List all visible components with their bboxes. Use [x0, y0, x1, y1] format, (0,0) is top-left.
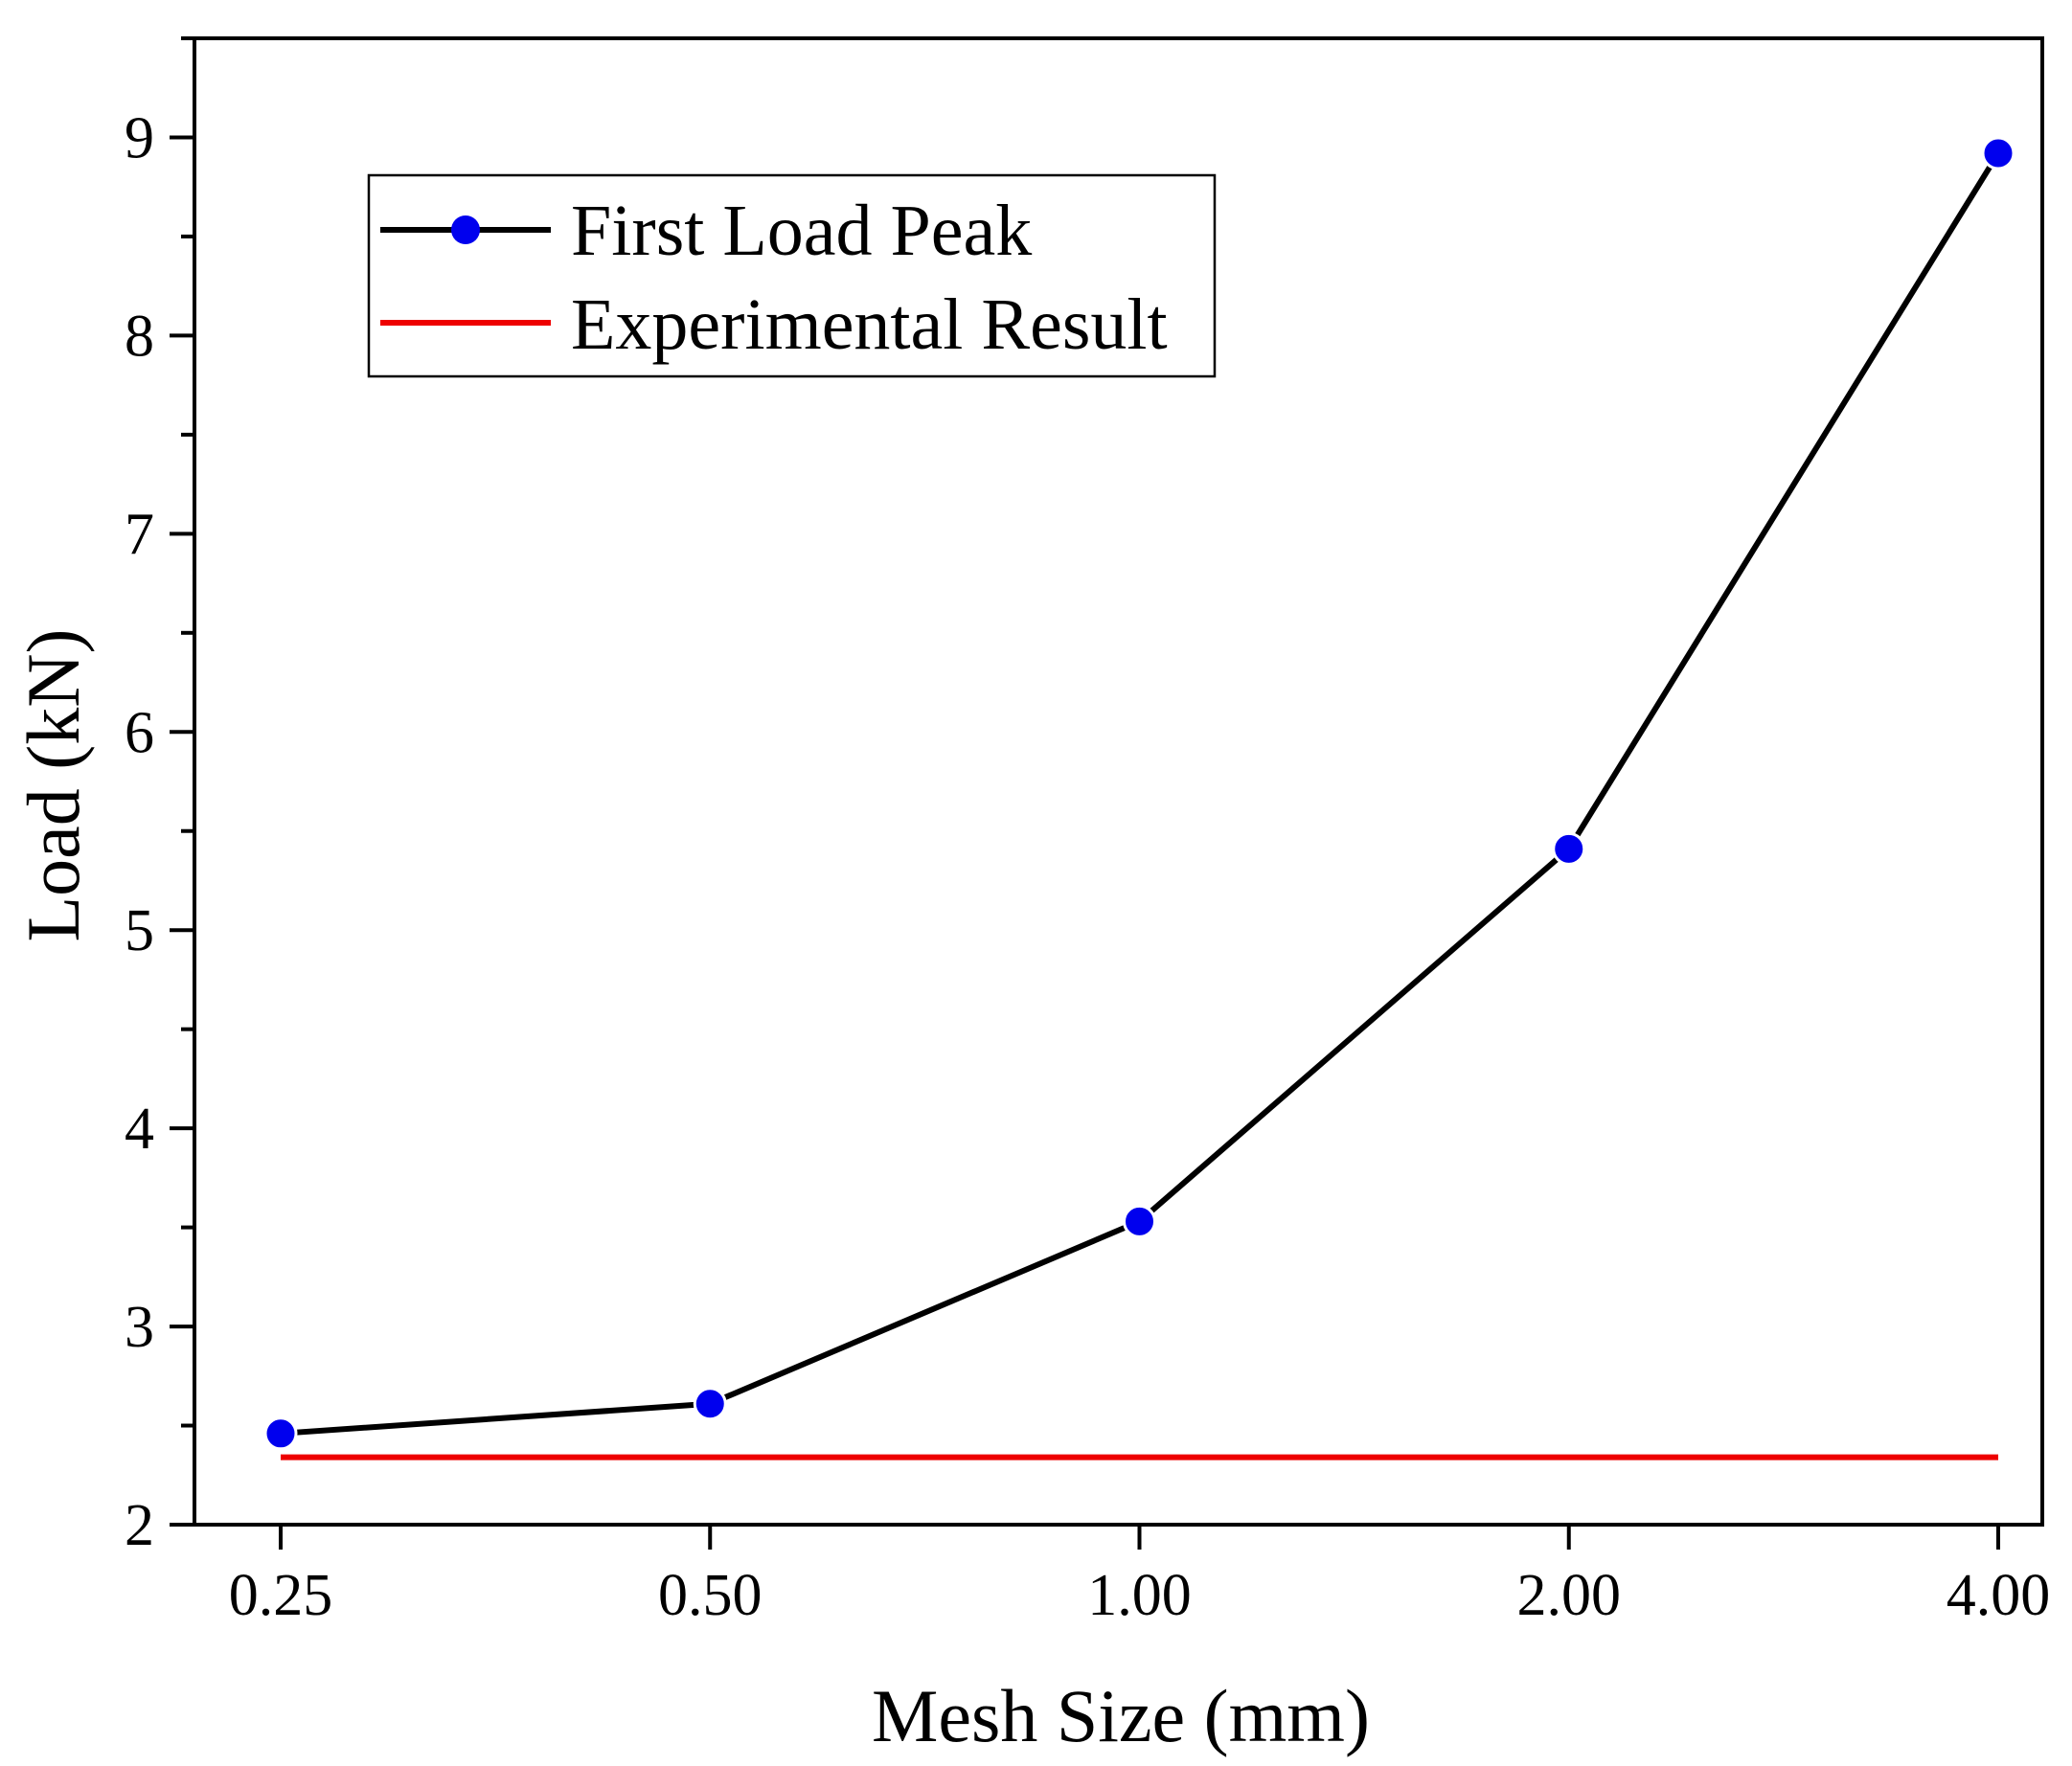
y-tick-label: 8: [125, 304, 154, 369]
x-tick-label: 2.00: [1517, 1563, 1622, 1628]
data-point-first-load-peak: [1123, 1204, 1156, 1238]
y-tick-label: 5: [125, 898, 154, 963]
data-point-first-load-peak: [1981, 136, 2015, 170]
x-axis-title: Mesh Size (mm): [872, 1674, 1370, 1757]
y-tick-label: 2: [125, 1493, 154, 1558]
y-tick-label: 3: [125, 1295, 154, 1360]
y-axis-title: Load (kN): [11, 628, 95, 941]
y-tick-label: 6: [125, 700, 154, 765]
x-tick-label: 1.00: [1087, 1563, 1192, 1628]
legend-label-first-load-peak: First Load Peak: [571, 191, 1032, 271]
y-tick-label: 7: [125, 502, 154, 567]
legend-marker-first-load-peak: [451, 215, 480, 244]
plot-frame: [193, 36, 2044, 1527]
x-tick-label: 0.25: [229, 1563, 333, 1628]
legend: First Load Peak Experimental Result: [367, 173, 1217, 378]
y-tick-label: 4: [125, 1097, 154, 1162]
data-point-first-load-peak: [693, 1387, 727, 1421]
y-tick-label: 9: [125, 105, 154, 170]
x-tick-label: 4.00: [1947, 1563, 2051, 1628]
data-point-first-load-peak: [1552, 831, 1586, 866]
data-point-first-load-peak: [263, 1416, 298, 1451]
legend-label-experimental-result: Experimental Result: [571, 284, 1168, 365]
legend-box: [367, 173, 1217, 378]
x-tick-label: 0.50: [658, 1563, 763, 1628]
